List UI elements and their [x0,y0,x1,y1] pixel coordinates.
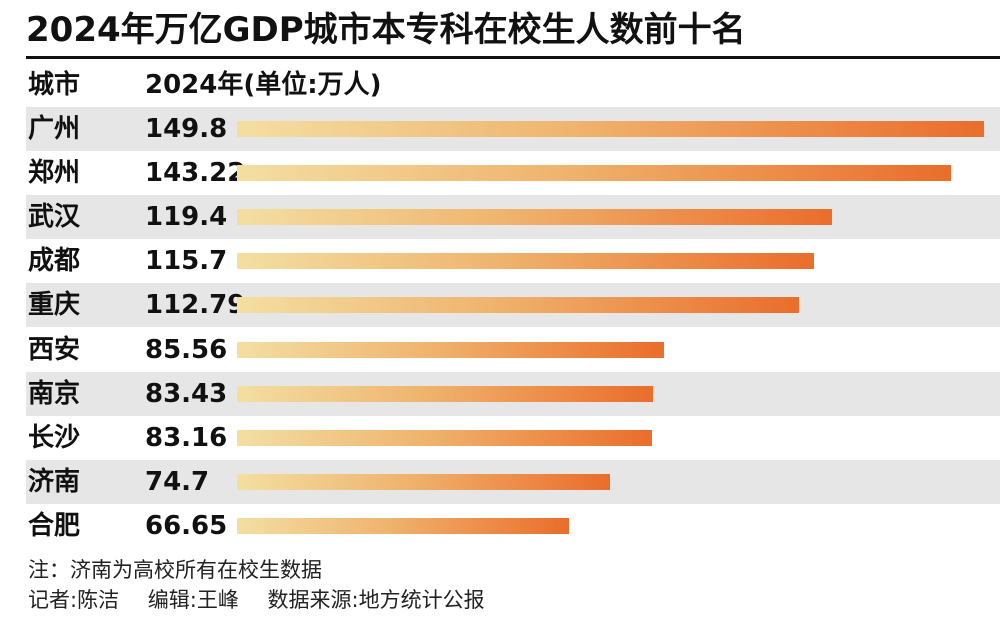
source-credit: 数据来源:地方统计公报 [267,588,485,612]
chart-title: 2024年万亿GDP城市本专科在校生人数前十名 [26,10,746,50]
bar-row: 南京 83.43 [26,371,1000,416]
category-label: 武汉 [28,202,81,233]
bar [237,253,814,270]
data-label: 74.7 [145,466,210,497]
footnote: 注：济南为高校所有在校生数据 [28,558,322,582]
credits: 记者:陈洁 编辑:王峰 数据来源:地方统计公报 [28,586,507,614]
bar [237,429,652,446]
category-label: 重庆 [28,290,81,321]
header-value: 2024年(单位:万人) [145,70,382,100]
bar-row: 广州 149.8 [26,107,1000,151]
bar [237,121,984,137]
reporter-credit: 记者:陈洁 [28,588,120,612]
bar [237,341,664,358]
data-label: 66.65 [145,510,228,541]
header-city: 城市 [28,70,81,100]
bar-rows: 广州 149.8 郑州 143.22 武汉 119.4 成都 115.7 重庆 112.79 西安 8… [0,107,1000,548]
bar [237,473,610,490]
bar-row: 长沙 83.16 [26,416,1000,460]
table-header: 城市 2024年(单位:万人) [0,64,1000,106]
category-label: 合肥 [28,510,81,541]
category-label: 济南 [28,466,81,497]
data-label: 143.22 [145,158,246,189]
bar [237,385,653,402]
data-label: 149.8 [145,114,228,144]
category-label: 成都 [28,246,81,277]
bar-row: 成都 115.7 [26,239,1000,283]
data-label: 83.16 [145,422,228,453]
bar-row: 武汉 119.4 [26,195,1000,240]
title-divider [26,56,1000,59]
bar-row: 西安 85.56 [26,328,1000,372]
data-label: 85.56 [145,334,228,365]
data-label: 83.43 [145,378,228,409]
bar [237,517,569,534]
bar-row: 济南 74.7 [26,459,1000,504]
data-label: 115.7 [145,246,228,277]
data-label: 112.79 [145,290,246,321]
bar-row: 郑州 143.22 [26,151,1000,195]
bar [237,165,951,182]
category-label: 郑州 [28,158,81,189]
category-label: 长沙 [28,422,81,453]
category-label: 南京 [28,378,81,409]
editor-credit: 编辑:王峰 [147,588,239,612]
bar-row: 重庆 112.79 [26,283,1000,328]
bar-row: 合肥 66.65 [26,504,1000,548]
data-label: 119.4 [145,202,228,233]
bar [237,209,832,226]
category-label: 西安 [28,334,81,365]
category-label: 广州 [28,114,81,144]
bar [237,297,799,314]
